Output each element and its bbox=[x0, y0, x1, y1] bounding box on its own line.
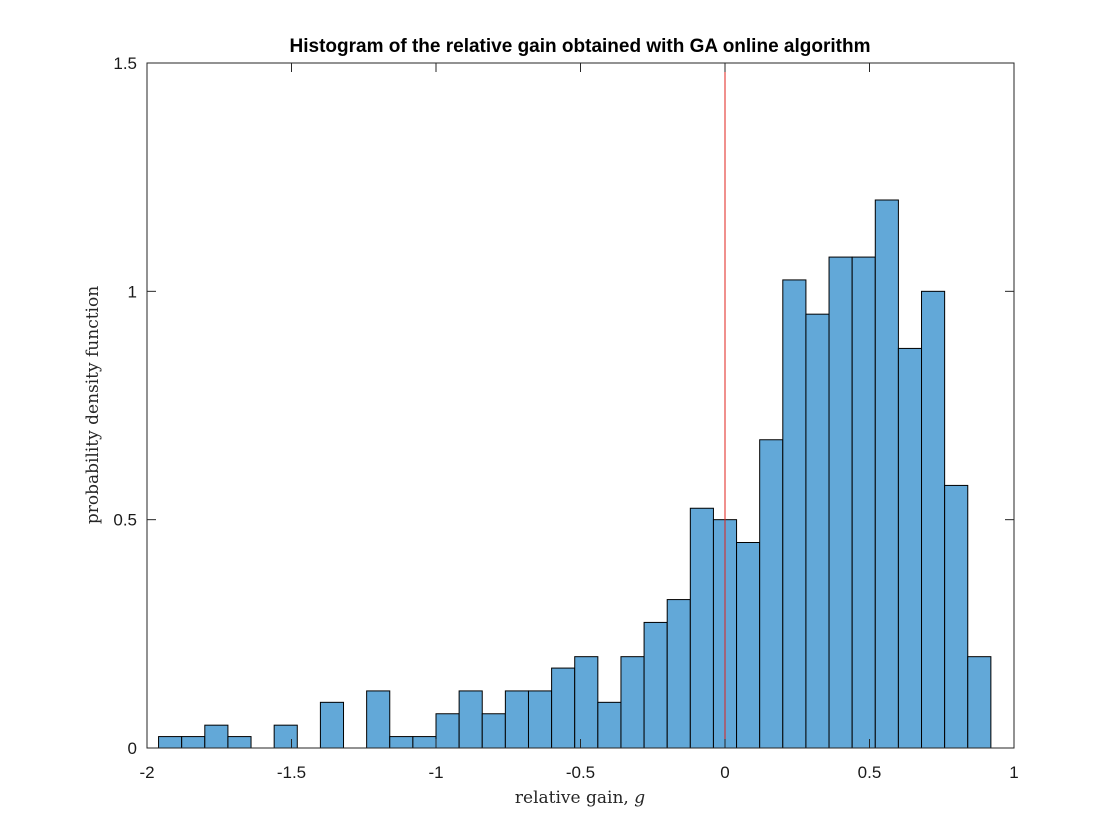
histogram-bar bbox=[435, 713, 460, 749]
y-tick-label: 1 bbox=[128, 282, 137, 301]
x-tick-label: -0.5 bbox=[566, 763, 595, 782]
histogram-bar bbox=[158, 736, 183, 749]
histogram-bar bbox=[597, 701, 622, 749]
histogram-bar bbox=[574, 656, 599, 749]
histogram-bar bbox=[458, 690, 483, 749]
histogram-bar bbox=[181, 736, 206, 749]
chart-title: Histogram of the relative gain obtained … bbox=[290, 36, 871, 57]
ticks-group: -2 -1.5 -1 -0.5 0 0.5 1 0 0.5 1 1.5 bbox=[113, 54, 1018, 782]
histogram-bar bbox=[666, 599, 691, 749]
histogram-bar bbox=[273, 724, 298, 749]
histogram-bar bbox=[828, 256, 853, 749]
histogram-bar bbox=[643, 621, 668, 749]
y-tick-label: 0.5 bbox=[113, 511, 137, 530]
histogram-bar bbox=[759, 439, 784, 749]
histogram-bar bbox=[551, 667, 576, 749]
x-axis-label-text: relative gain, bbox=[515, 788, 629, 808]
x-tick-label: -1.5 bbox=[277, 763, 306, 782]
x-tick-label: -2 bbox=[139, 763, 154, 782]
y-tick-label: 1.5 bbox=[113, 54, 137, 73]
histogram-bar bbox=[227, 736, 252, 749]
x-tick-label: 1 bbox=[1009, 763, 1018, 782]
y-axis-label: probability density function bbox=[83, 286, 103, 524]
x-tick-label: -1 bbox=[428, 763, 443, 782]
x-axis-label-symbol: g bbox=[634, 788, 645, 808]
x-axis-label: relative gain, g bbox=[515, 788, 645, 808]
histogram-bar bbox=[805, 313, 830, 749]
histogram-bar bbox=[504, 690, 529, 749]
histogram-bar bbox=[204, 724, 229, 749]
histogram-bar bbox=[851, 256, 876, 749]
histogram-bar bbox=[366, 690, 391, 749]
histogram-bar bbox=[481, 713, 506, 749]
histogram-bar bbox=[944, 484, 969, 749]
histogram-bar bbox=[412, 736, 437, 749]
histogram-bar bbox=[389, 736, 414, 749]
histogram-bar bbox=[782, 279, 807, 749]
histogram-bar bbox=[689, 507, 714, 749]
histogram-bar bbox=[736, 542, 761, 749]
histogram-bar bbox=[921, 290, 946, 749]
histogram-bar bbox=[527, 690, 553, 749]
y-tick-label: 0 bbox=[128, 739, 137, 758]
x-tick-label: 0.5 bbox=[858, 763, 882, 782]
histogram-bar bbox=[897, 347, 923, 749]
histogram-bar bbox=[620, 656, 645, 749]
histogram-bar bbox=[319, 701, 345, 749]
histogram-bar bbox=[967, 656, 992, 749]
x-tick-label: 0 bbox=[720, 763, 729, 782]
histogram-bar bbox=[874, 199, 899, 749]
